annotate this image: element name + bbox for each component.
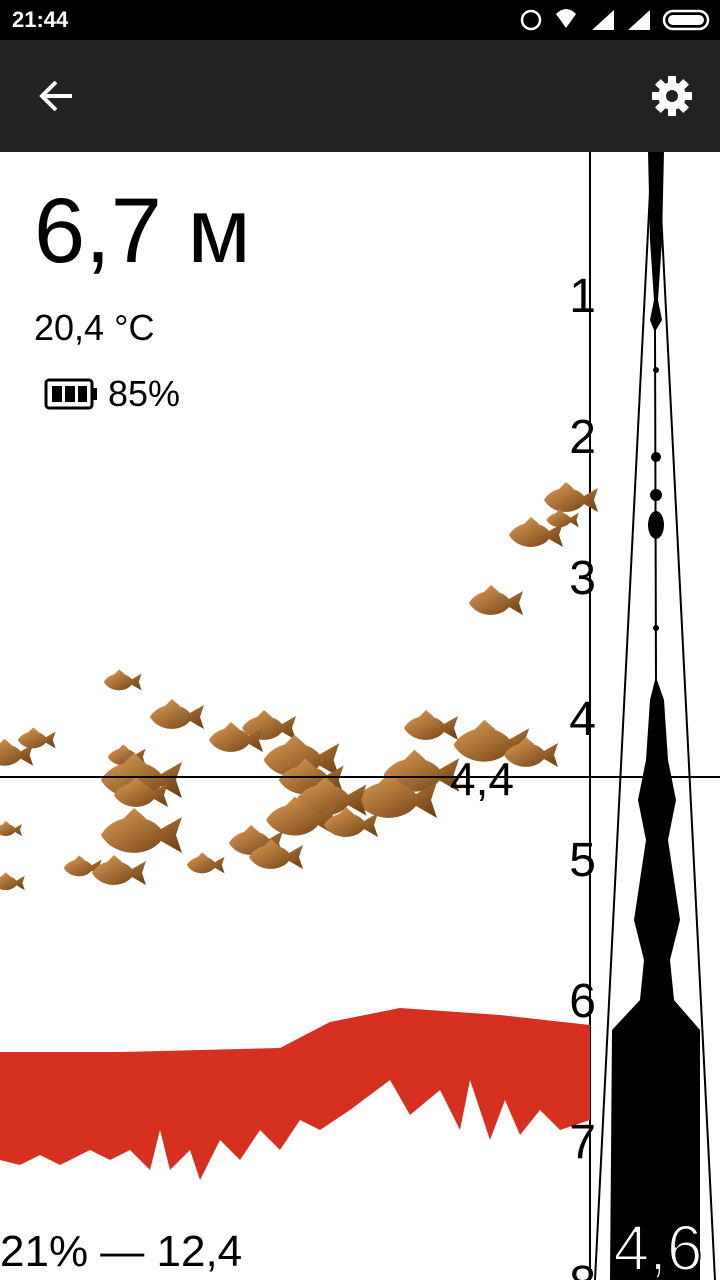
clock: 21:44 [12, 7, 69, 32]
scale-label: 6 [569, 975, 596, 1028]
gear-tooth [682, 92, 692, 100]
status-bar [0, 0, 720, 40]
fish [404, 710, 458, 740]
gear-tooth [676, 79, 689, 92]
fish [186, 852, 225, 874]
fish [0, 872, 25, 891]
depth-readout: 6,7 м [34, 180, 251, 282]
fish [469, 585, 523, 615]
gear-tooth [668, 76, 676, 86]
settings-button[interactable] [652, 76, 692, 116]
scale-label: 1 [569, 270, 596, 323]
gear-tooth [668, 106, 676, 116]
sonar-cone [594, 151, 716, 1280]
bottom-depth: 4,6 [614, 1212, 703, 1280]
fish [92, 855, 146, 885]
app-bar [0, 40, 720, 152]
sonar-echo [610, 152, 700, 1280]
fish [546, 509, 579, 528]
scale-label: 8 [569, 1257, 596, 1280]
depth-scale: 1 2 3 4 5 6 7 8 [569, 270, 596, 1280]
fish [0, 821, 22, 836]
cursor-label: 4,4 [450, 753, 514, 805]
scale-label: 5 [569, 834, 596, 887]
fish [101, 808, 182, 853]
gear-tooth [655, 79, 668, 92]
gear-tooth [652, 92, 662, 100]
scale-label: 7 [569, 1116, 596, 1169]
bottom-profile [0, 1008, 590, 1180]
scale-label: 4 [569, 693, 596, 746]
status-icons [520, 9, 710, 31]
battery-level: 85% [108, 373, 180, 414]
scale-label: 3 [569, 552, 596, 605]
range-readout: 21% — 12,4 [0, 1227, 242, 1276]
back-button[interactable] [39, 80, 72, 112]
echo-dots [648, 367, 664, 631]
fish [150, 699, 204, 729]
battery-icon [44, 378, 97, 410]
temperature: 20,4 °C [34, 307, 154, 348]
scale-label: 2 [569, 411, 596, 464]
fish [17, 727, 56, 749]
gear-tooth [655, 100, 668, 113]
fish-school [0, 482, 598, 891]
fish [103, 669, 142, 691]
gear-tooth [676, 100, 689, 113]
